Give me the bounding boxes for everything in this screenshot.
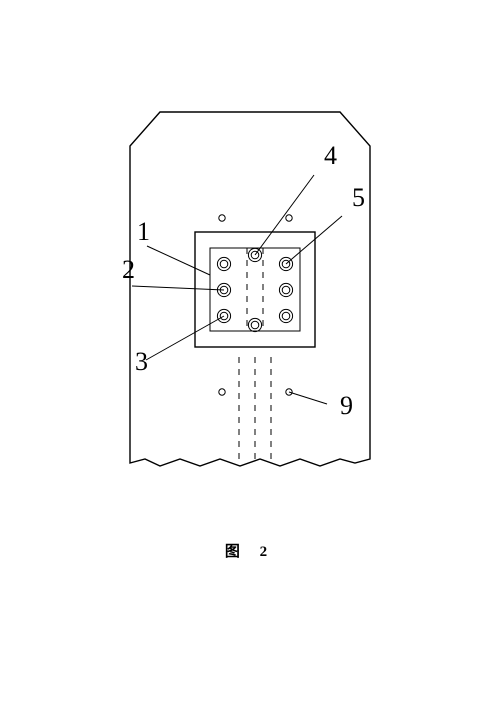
leader-4 [255,175,314,255]
bolt-mid-bottom-outer [248,318,261,331]
bolt-L0-inner [220,260,228,268]
figure-caption: 图 2 [0,540,500,561]
bolt-R1-outer [279,283,292,296]
leader-1 [147,246,210,275]
label-4: 4 [324,141,337,170]
leader-3 [146,316,224,360]
mount-hole-2 [219,389,225,395]
bolt-R1-inner [282,286,290,294]
label-1: 1 [137,217,150,246]
leader-5 [286,216,342,264]
bolt-R2-outer [279,309,292,322]
bolt-R2-inner [282,312,290,320]
mount-hole-1 [286,215,292,221]
label-2: 2 [122,255,135,284]
leader-9 [289,392,327,404]
label-3: 3 [135,347,148,376]
bolt-L0-outer [217,257,230,270]
bolt-mid-bottom-inner [251,321,259,329]
diagram-svg: 45 12 3 9 [0,0,500,520]
label-5: 5 [352,183,365,212]
label-9: 9 [340,391,353,420]
mount-hole-0 [219,215,225,221]
